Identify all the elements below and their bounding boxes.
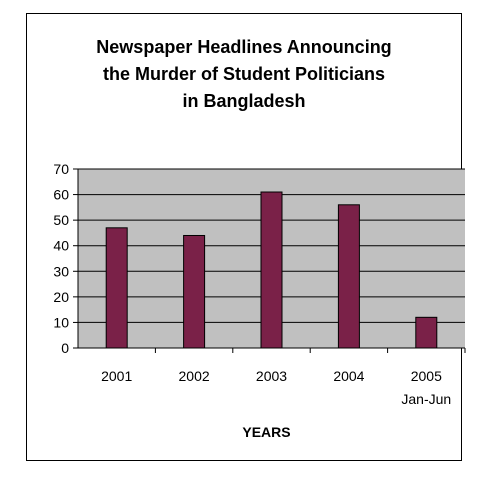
x-tick-label: 2002 bbox=[179, 368, 210, 384]
y-tick-label: 70 bbox=[53, 161, 69, 177]
x-tick-sublabel: Jan-Jun bbox=[401, 391, 451, 407]
x-axis-label: YEARS bbox=[242, 424, 290, 440]
chart-title-line-2: the Murder of Student Politicians bbox=[102, 64, 385, 84]
y-tick-label: 40 bbox=[53, 238, 69, 254]
y-tick-label: 30 bbox=[53, 263, 69, 279]
bar-2005 bbox=[415, 316, 438, 349]
x-tick-label: 2004 bbox=[333, 368, 364, 384]
chart-title-line-3: in Bangladesh bbox=[182, 91, 306, 111]
y-tick-label: 10 bbox=[53, 314, 69, 330]
bar-2004 bbox=[337, 204, 360, 349]
y-tick-label: 20 bbox=[53, 289, 69, 305]
bar-2001 bbox=[105, 227, 128, 349]
y-tick-label: 0 bbox=[61, 340, 69, 356]
x-tick-label: 2003 bbox=[256, 368, 287, 384]
x-tick-label: 2001 bbox=[101, 368, 132, 384]
x-tick-label: 2005 bbox=[411, 368, 442, 384]
chart-title: Newspaper Headlines Announcing the Murde… bbox=[27, 34, 461, 115]
y-tick-label: 60 bbox=[53, 187, 69, 203]
bar-2003 bbox=[260, 191, 283, 349]
bar-2002 bbox=[183, 234, 206, 349]
y-tick-label: 50 bbox=[53, 212, 69, 228]
chart-title-line-1: Newspaper Headlines Announcing bbox=[96, 37, 392, 57]
